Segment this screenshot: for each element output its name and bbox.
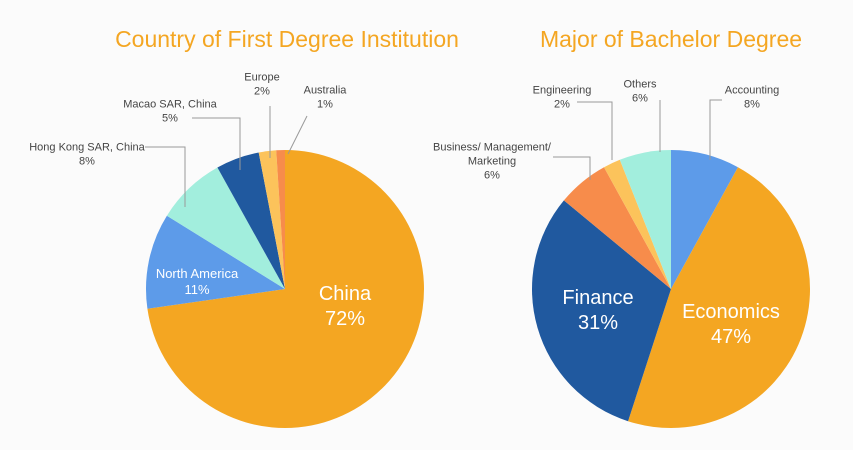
category-label: Australia	[303, 84, 347, 97]
pie-slice	[276, 150, 285, 289]
leader-line	[553, 156, 591, 180]
value-label: 31%	[577, 312, 619, 334]
category-label: Europe	[244, 71, 280, 84]
slice-label: Engineering 2%	[533, 84, 592, 112]
value-label: 2%	[554, 98, 570, 110]
pie-slice	[619, 150, 671, 289]
pie-slice	[147, 150, 425, 428]
value-label: 6%	[632, 92, 648, 104]
category-label: Finance	[562, 287, 634, 309]
value-label: 8%	[79, 155, 95, 167]
slice-label: North America 11%	[156, 266, 238, 299]
value-label: 11%	[184, 282, 210, 297]
category-label: Macao SAR, China	[123, 98, 217, 111]
leader-line	[709, 99, 722, 160]
category-label: North America	[155, 265, 239, 281]
slice-label: Economics 47%	[682, 300, 780, 350]
slice-label: Europe 2%	[244, 71, 279, 99]
leader-line	[192, 117, 241, 170]
pie-slice	[604, 159, 671, 289]
pie-slice	[146, 215, 285, 309]
category-label: China	[318, 283, 372, 305]
chart-title: Major of Bachelor Degree	[539, 26, 803, 52]
leader-line	[287, 115, 308, 155]
slice-label: Accounting 8%	[725, 84, 779, 112]
pie-slice	[258, 150, 285, 289]
pie-slice	[671, 150, 738, 289]
value-label: 8%	[744, 98, 760, 110]
pie-slice	[563, 167, 671, 289]
category-label: Business/ Management/ Marketing	[432, 141, 551, 168]
category-label: Economics	[682, 301, 780, 323]
leader-line	[577, 101, 613, 160]
category-label: Engineering	[532, 84, 592, 97]
slice-label: Others 6%	[623, 78, 656, 106]
pie-slice	[628, 167, 811, 429]
leader-line	[145, 146, 186, 207]
value-label: 1%	[317, 98, 333, 110]
chart-title: Country of First Degree Institution	[115, 26, 459, 52]
value-label: 6%	[484, 168, 500, 181]
value-label: 2%	[254, 85, 270, 97]
value-label: 5%	[162, 112, 178, 124]
slice-label: Hong Kong SAR, China 8%	[29, 141, 145, 169]
pie-slice	[166, 167, 285, 289]
slice-label: Finance 31%	[562, 286, 633, 336]
slice-label: Macao SAR, China 5%	[123, 98, 217, 126]
category-label: Accounting	[724, 84, 780, 97]
slice-label: Business/ Management/ Marketing 6%	[427, 141, 557, 182]
pie-slice	[217, 152, 285, 289]
slice-label: Australia 1%	[304, 84, 347, 112]
slice-label: China 72%	[319, 282, 371, 332]
value-label: 47%	[710, 326, 752, 348]
value-label: 72%	[324, 308, 366, 330]
category-label: Hong Kong SAR, China	[29, 141, 145, 154]
category-label: Others	[623, 78, 657, 91]
pie-slice	[532, 200, 671, 422]
